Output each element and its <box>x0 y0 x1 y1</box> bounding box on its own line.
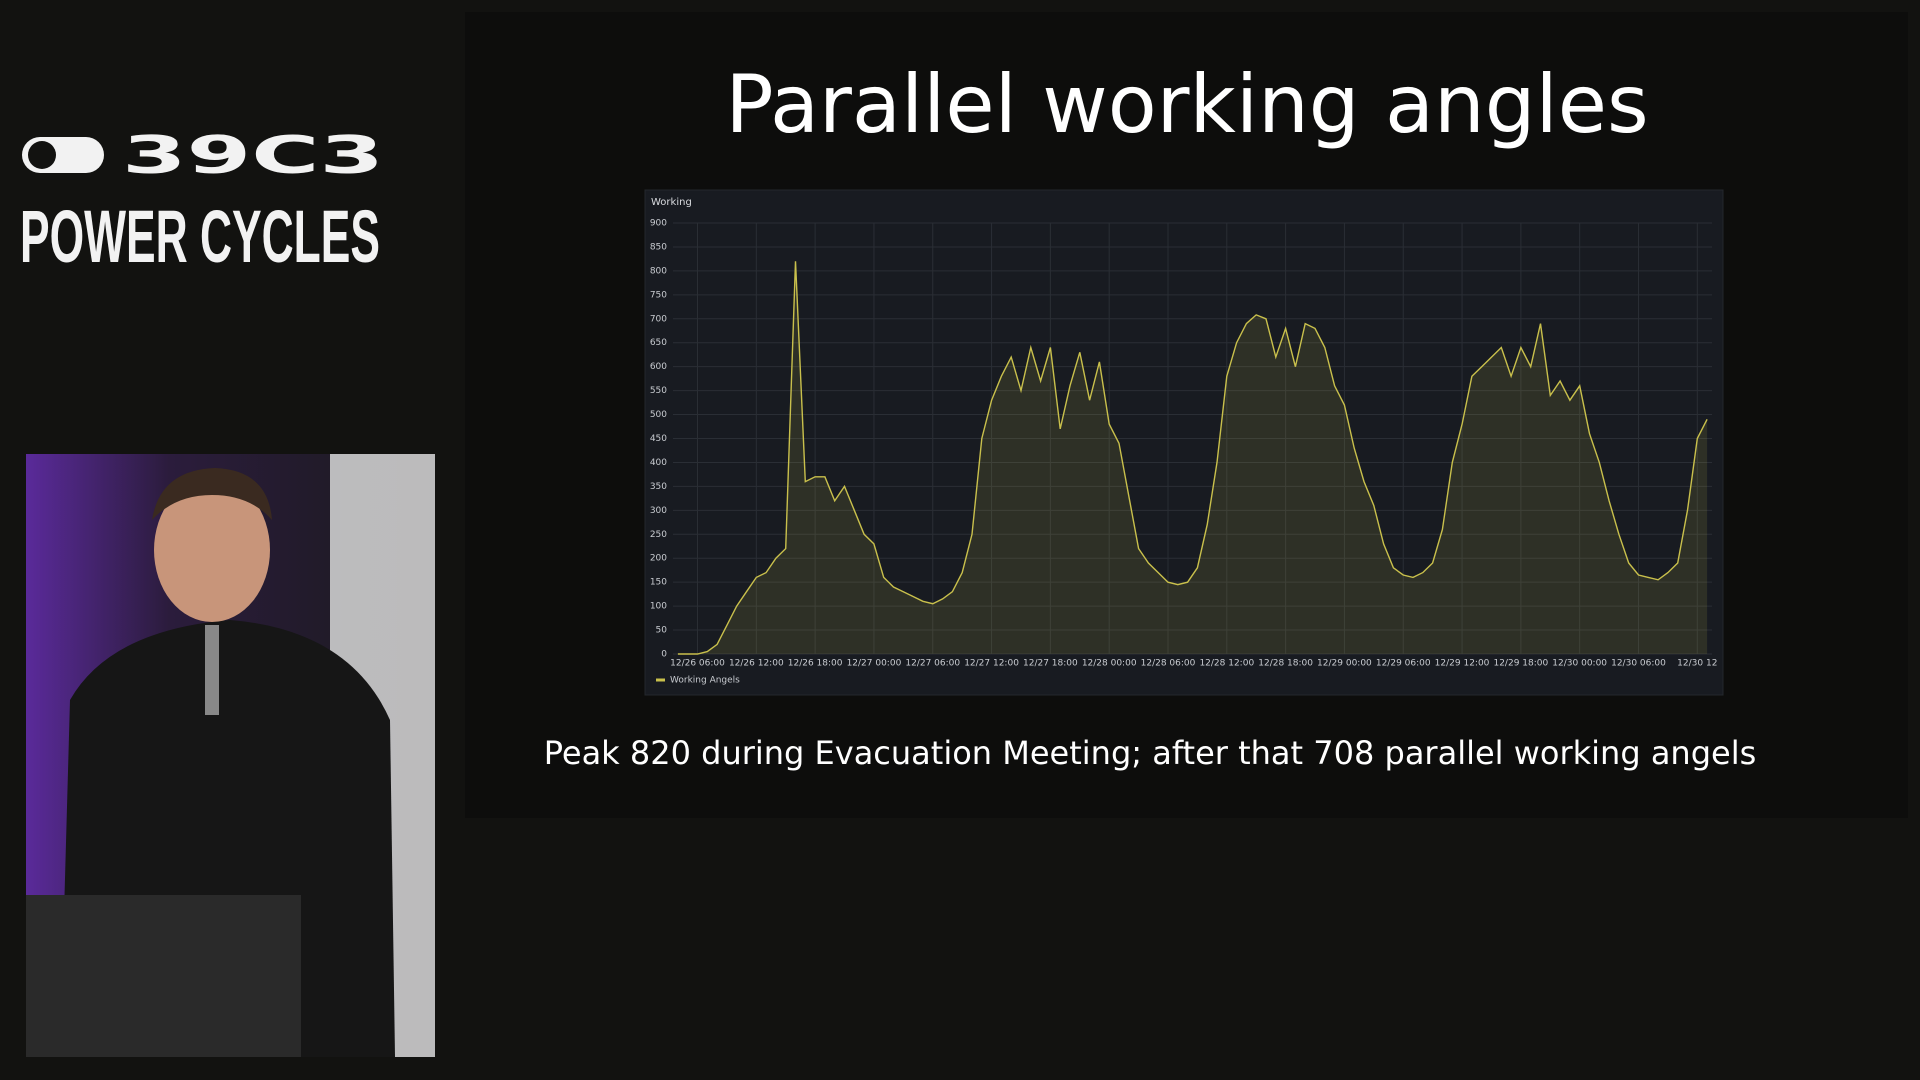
speaker-hair <box>152 468 272 520</box>
x-tick-label: 12/28 06:00 <box>1141 659 1196 669</box>
y-tick-label: 800 <box>650 266 667 276</box>
x-tick-label: 12/26 12:00 <box>729 659 784 669</box>
logo-toggle-knob <box>28 141 56 169</box>
y-tick-label: 350 <box>650 482 667 492</box>
slide-caption: Peak 820 during Evacuation Meeting; afte… <box>544 734 1757 772</box>
y-tick-label: 600 <box>650 362 667 372</box>
x-tick-label: 12/27 06:00 <box>905 659 960 669</box>
y-tick-label: 50 <box>656 626 668 636</box>
x-tick-label: 12/27 18:00 <box>1023 659 1078 669</box>
y-tick-label: 550 <box>650 386 667 396</box>
x-tick-label: 12/30 06:00 <box>1611 659 1666 669</box>
y-tick-label: 850 <box>650 242 667 252</box>
lectern <box>26 895 301 1057</box>
x-tick-label: 12/29 06:00 <box>1376 659 1431 669</box>
x-tick-label: 12/26 06:00 <box>670 659 725 669</box>
logo-motto: POWER CYCLES <box>20 195 380 278</box>
x-tick-label: 12/28 18:00 <box>1258 659 1313 669</box>
microphone <box>205 625 219 715</box>
speaker-video <box>26 454 435 1057</box>
y-tick-label: 450 <box>650 434 667 444</box>
y-tick-label: 700 <box>650 314 667 324</box>
y-tick-label: 200 <box>650 554 667 564</box>
chart-title: Working <box>651 197 692 208</box>
y-tick-label: 300 <box>650 506 667 516</box>
area-fill <box>677 261 1708 654</box>
legend-swatch <box>656 678 665 682</box>
logo-event: 39C3 <box>122 126 384 186</box>
y-tick-label: 250 <box>650 530 667 540</box>
y-tick-label: 650 <box>650 338 667 348</box>
chart-panel <box>644 189 1724 696</box>
x-tick-label: 12/30 00:00 <box>1552 659 1607 669</box>
x-tick-label: 12/28 00:00 <box>1082 659 1137 669</box>
legend-label: Working Angels <box>670 676 740 686</box>
x-tick-label: 12/29 12:00 <box>1435 659 1490 669</box>
chart: 0 50 100 150 200 250 300 350 400 450 500 550 600 650 7… <box>650 219 1718 686</box>
x-tick-label: 12/26 18:00 <box>788 659 843 669</box>
x-tick-label: 12/29 18:00 <box>1493 659 1548 669</box>
y-tick-label: 150 <box>650 578 667 588</box>
series-line <box>677 261 1708 655</box>
speaker-head <box>154 478 270 622</box>
y-tick-label: 900 <box>650 219 667 229</box>
x-tick-label: 12/30 12 <box>1677 659 1717 669</box>
y-tick-label: 100 <box>650 602 667 612</box>
x-tick-label: 12/29 00:00 <box>1317 659 1372 669</box>
slide-title: Parallel working angles <box>725 58 1648 151</box>
x-tick-label: 12/27 00:00 <box>847 659 902 669</box>
y-tick-label: 400 <box>650 458 667 468</box>
y-tick-label: 0 <box>661 650 667 660</box>
y-tick-label: 750 <box>650 290 667 300</box>
x-tick-label: 12/28 12:00 <box>1199 659 1254 669</box>
y-tick-label: 500 <box>650 410 667 420</box>
x-tick-label: 12/27 12:00 <box>964 659 1019 669</box>
